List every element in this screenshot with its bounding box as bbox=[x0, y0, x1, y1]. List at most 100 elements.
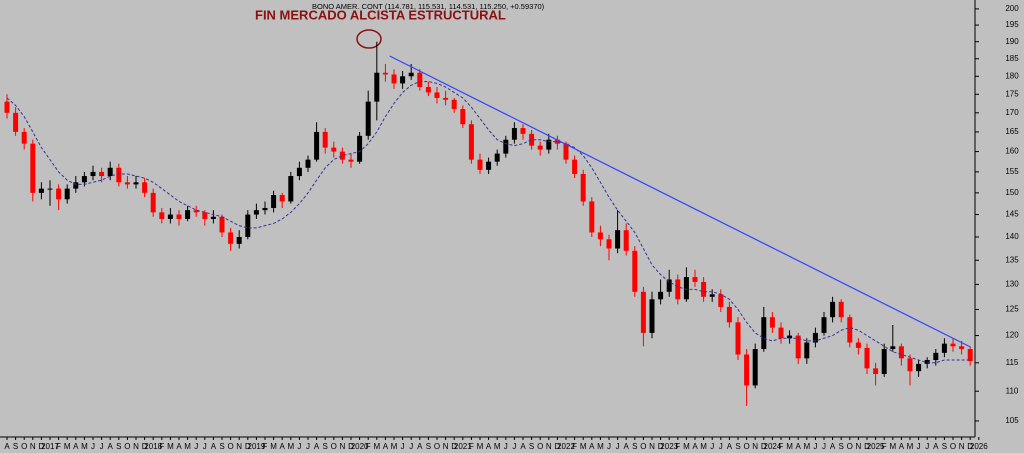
x-tick-label: S bbox=[323, 442, 328, 451]
x-tick-label: O bbox=[640, 442, 646, 451]
x-tick-label: M bbox=[391, 442, 398, 451]
x-tick-label: A bbox=[830, 442, 836, 451]
x-tick-label: M bbox=[184, 442, 191, 451]
candle-body bbox=[924, 360, 930, 364]
x-tick-label: F bbox=[675, 442, 680, 451]
candle-body bbox=[675, 279, 681, 300]
y-tick-label: 155 bbox=[1005, 167, 1019, 176]
candle-body bbox=[47, 188, 53, 190]
x-tick-label: N bbox=[856, 442, 862, 451]
candle-body bbox=[907, 358, 913, 372]
x-tick-label: J bbox=[100, 442, 104, 451]
x-tick-label: N bbox=[752, 442, 758, 451]
candle-body bbox=[847, 317, 853, 343]
x-tick-label: M bbox=[683, 442, 690, 451]
x-tick-label: J bbox=[719, 442, 723, 451]
candle-body bbox=[580, 173, 586, 202]
x-tick-label: 2017 bbox=[41, 442, 59, 451]
candle-body bbox=[769, 317, 775, 328]
candle-body bbox=[666, 279, 672, 292]
candle-body bbox=[692, 277, 698, 282]
candle-body bbox=[202, 212, 208, 219]
candle-body bbox=[494, 153, 500, 162]
candle-body bbox=[193, 210, 199, 213]
candle-body bbox=[787, 335, 793, 339]
x-tick-label: J bbox=[710, 442, 714, 451]
candle-body bbox=[615, 230, 621, 249]
x-tick-label: A bbox=[692, 442, 698, 451]
x-tick-label: M bbox=[81, 442, 88, 451]
candle-body bbox=[898, 346, 904, 359]
candle-body bbox=[855, 342, 861, 348]
x-tick-label: A bbox=[520, 442, 526, 451]
x-tick-label: M bbox=[167, 442, 174, 451]
y-tick-label: 140 bbox=[1005, 232, 1019, 241]
candle-body bbox=[511, 128, 517, 140]
y-tick-label: 185 bbox=[1005, 54, 1019, 63]
y-tick-label: 105 bbox=[1005, 416, 1019, 425]
candle-body bbox=[477, 159, 483, 170]
x-tick-label: J bbox=[409, 442, 413, 451]
x-tick-label: J bbox=[607, 442, 611, 451]
candle-body bbox=[339, 151, 345, 160]
candle-body bbox=[881, 349, 887, 375]
y-tick-label: 150 bbox=[1005, 188, 1019, 197]
x-tick-label: S bbox=[426, 442, 431, 451]
x-tick-label: D bbox=[658, 442, 664, 451]
candle-body bbox=[365, 101, 371, 136]
candle-body bbox=[4, 101, 10, 113]
candle-body bbox=[649, 299, 655, 333]
candle-body bbox=[90, 171, 96, 177]
candle-body bbox=[107, 167, 113, 177]
x-tick-label: A bbox=[314, 442, 320, 451]
candle-body bbox=[314, 131, 320, 160]
header: BONO AMER. CONT (114.781, 115.531, 114.5… bbox=[312, 2, 545, 11]
x-tick-label: A bbox=[933, 442, 939, 451]
x-tick-label: 2021 bbox=[454, 442, 472, 451]
candle-body bbox=[761, 317, 767, 350]
candle-body bbox=[322, 131, 328, 148]
x-tick-label: A bbox=[624, 442, 630, 451]
candle-body bbox=[219, 216, 225, 233]
x-tick-label: S bbox=[942, 442, 947, 451]
candle-body bbox=[701, 281, 707, 297]
x-tick-label: A bbox=[73, 442, 79, 451]
candle-body bbox=[468, 124, 474, 160]
candle-body bbox=[718, 294, 724, 307]
x-tick-label: O bbox=[21, 442, 27, 451]
candle-body bbox=[210, 216, 216, 219]
candle-body bbox=[658, 291, 664, 300]
x-tick-label: A bbox=[899, 442, 905, 451]
candle-body bbox=[279, 195, 285, 202]
candle-body bbox=[443, 97, 449, 100]
candle-body bbox=[30, 143, 36, 193]
candle-body bbox=[572, 159, 578, 174]
candle-body bbox=[941, 343, 947, 353]
candle-body bbox=[812, 332, 818, 343]
x-tick-label: F bbox=[366, 442, 371, 451]
candle-body bbox=[709, 294, 715, 297]
candle-body bbox=[150, 192, 156, 213]
y-tick-label: 195 bbox=[1005, 20, 1019, 29]
y-tick-label: 120 bbox=[1005, 331, 1019, 340]
x-tick-label: M bbox=[597, 442, 604, 451]
candle-body bbox=[959, 346, 965, 350]
candle-body bbox=[382, 72, 388, 75]
x-tick-label: F bbox=[159, 442, 164, 451]
x-tick-label: 2026 bbox=[970, 442, 988, 451]
x-tick-label: M bbox=[287, 442, 294, 451]
x-tick-label: D bbox=[348, 442, 354, 451]
candle-body bbox=[554, 139, 560, 144]
y-tick-label: 110 bbox=[1006, 386, 1019, 395]
x-tick-label: J bbox=[306, 442, 310, 451]
x-tick-label: O bbox=[227, 442, 233, 451]
x-tick-label: A bbox=[176, 442, 182, 451]
candle-body bbox=[623, 230, 629, 251]
x-tick-label: M bbox=[270, 442, 277, 451]
candle-body bbox=[271, 195, 277, 208]
y-tick-label: 165 bbox=[1005, 127, 1019, 136]
candle-body bbox=[529, 133, 535, 146]
x-tick-label: D bbox=[967, 442, 973, 451]
candle-body bbox=[778, 327, 784, 339]
candle-body bbox=[400, 76, 406, 84]
